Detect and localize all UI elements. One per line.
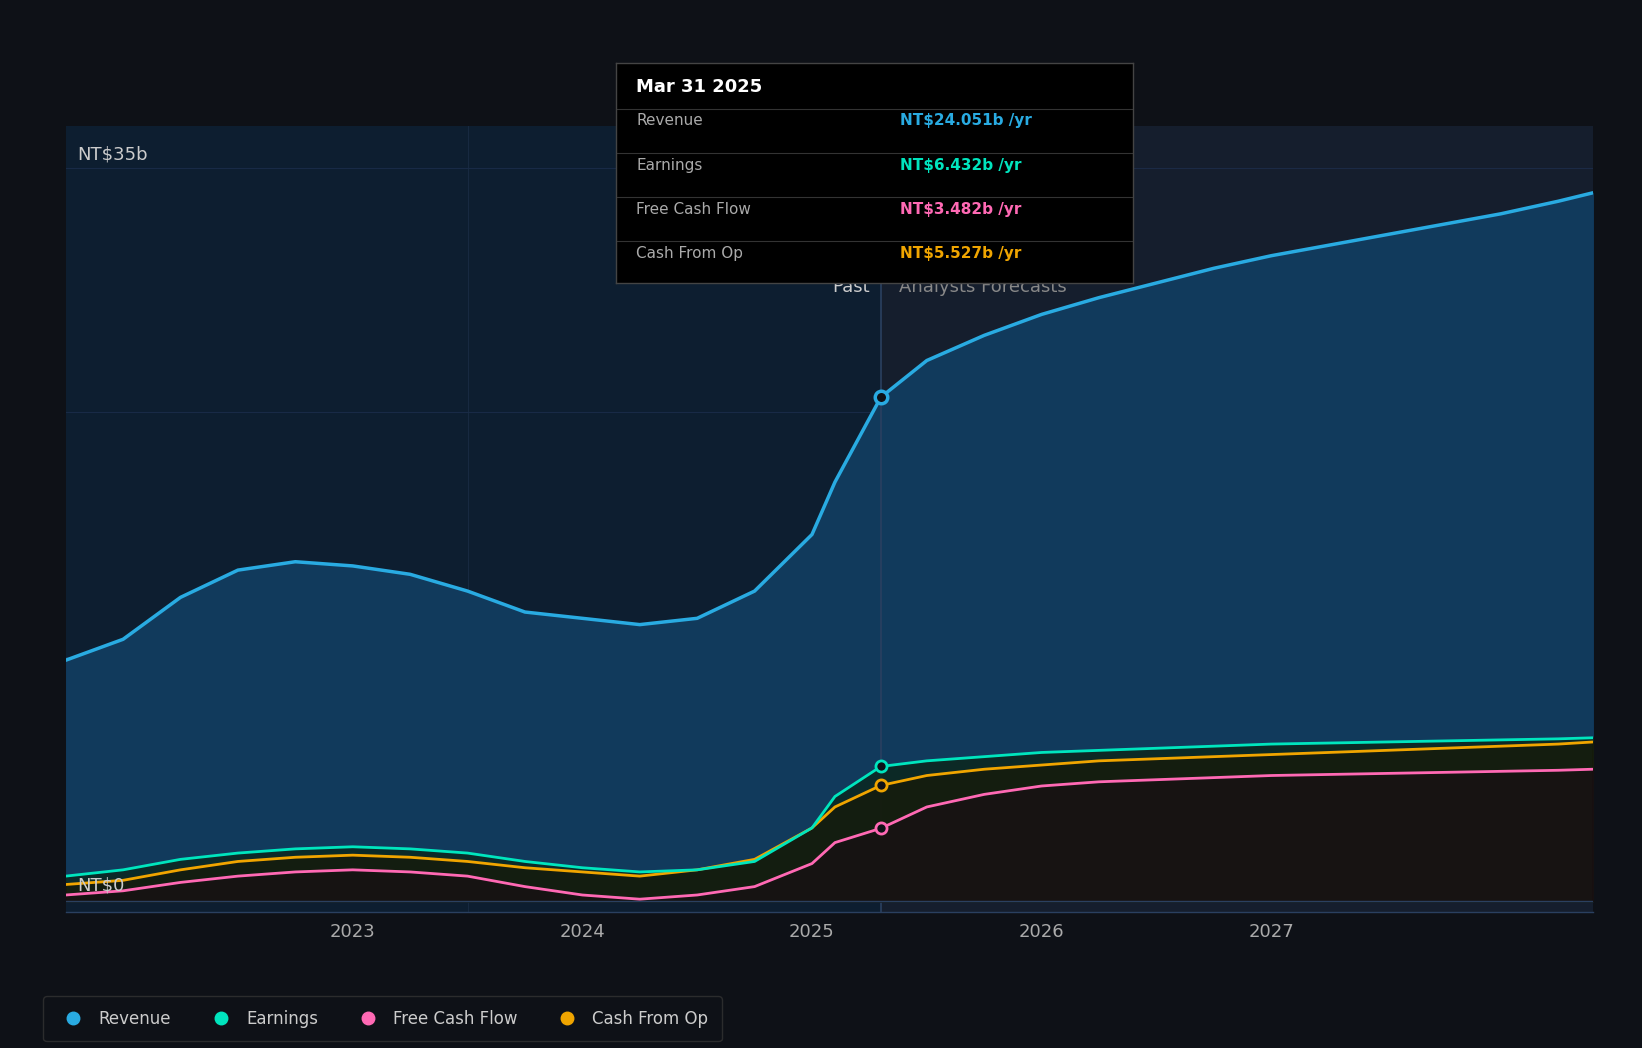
Text: NT$35b: NT$35b — [77, 146, 148, 163]
Text: NT$24.051b /yr: NT$24.051b /yr — [900, 113, 1033, 129]
Text: Cash From Op: Cash From Op — [637, 245, 744, 261]
Bar — [66, 126, 880, 912]
Text: NT$0: NT$0 — [77, 877, 125, 895]
Bar — [880, 126, 1593, 912]
Text: Earnings: Earnings — [637, 157, 703, 173]
Legend: Revenue, Earnings, Free Cash Flow, Cash From Op: Revenue, Earnings, Free Cash Flow, Cash … — [43, 997, 722, 1041]
Text: Mar 31 2025: Mar 31 2025 — [637, 79, 762, 96]
Text: NT$5.527b /yr: NT$5.527b /yr — [900, 245, 1021, 261]
Text: NT$6.432b /yr: NT$6.432b /yr — [900, 157, 1021, 173]
Text: Analysts Forecasts: Analysts Forecasts — [900, 279, 1067, 297]
Text: Free Cash Flow: Free Cash Flow — [637, 201, 752, 217]
Text: NT$3.482b /yr: NT$3.482b /yr — [900, 201, 1021, 217]
Text: Revenue: Revenue — [637, 113, 703, 129]
Text: Past: Past — [832, 279, 869, 297]
